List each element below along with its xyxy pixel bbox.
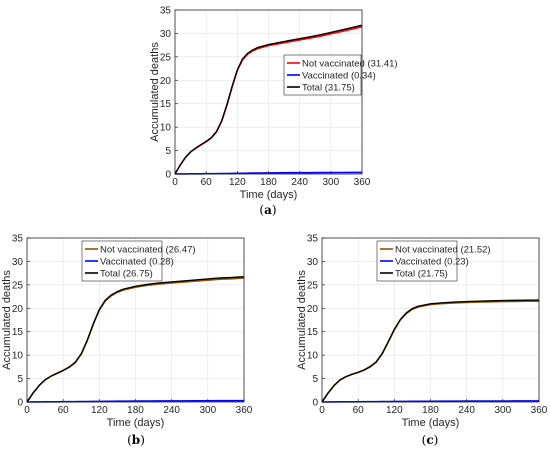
y-tick-label: 30 (307, 257, 319, 268)
y-tick-label: 25 (12, 280, 24, 291)
y-tick-label: 10 (307, 351, 319, 362)
x-tick-label: 0 (24, 405, 30, 416)
y-tick-label: 0 (17, 398, 23, 409)
x-tick-label: 120 (91, 405, 108, 416)
series-line-3 (174, 24, 363, 175)
panel-caption: (c) (422, 433, 439, 447)
x-tick-label: 60 (353, 405, 365, 416)
y-tick-label: 5 (17, 374, 23, 385)
x-tick-label: 0 (172, 177, 178, 188)
y-tick-label: 20 (307, 304, 319, 315)
y-tick-label: 5 (165, 146, 171, 157)
legend-label: Vaccinated (0.28) (100, 256, 174, 267)
y-tick-label: 20 (160, 76, 172, 87)
chart-panel-1: 0 60 120 180 240 300 360 0 5 10 15 20 25 30 35 Time (da… (149, 6, 398, 218)
x-tick-label: 240 (163, 405, 180, 416)
y-tick-label: 0 (165, 170, 171, 181)
x-tick-label: 180 (260, 177, 277, 188)
y-tick-label: 35 (12, 234, 24, 245)
legend-label: Total (26.75) (100, 268, 153, 279)
x-tick-label: 180 (422, 405, 439, 416)
series-line-3 (26, 275, 245, 403)
chart-panel-2: 0 60 120 180 240 300 360 0 5 10 15 20 25 30 35 Time (da… (1, 234, 253, 448)
x-tick-label: 60 (201, 177, 213, 188)
x-tick-label: 240 (458, 405, 475, 416)
x-tick-label: 300 (199, 405, 216, 416)
legend-label: Not vaccinated (21.52) (395, 244, 491, 255)
panel-caption: (b) (127, 433, 145, 447)
x-tick-label: 300 (494, 405, 511, 416)
x-tick-label: 180 (127, 405, 144, 416)
legend-label: Total (21.75) (395, 268, 448, 279)
legend-label: Total (31.75) (302, 82, 355, 93)
y-tick-label: 5 (312, 374, 318, 385)
y-tick-label: 35 (307, 234, 319, 245)
legend-label: Vaccinated (0.23) (395, 256, 469, 267)
y-tick-label: 0 (312, 398, 318, 409)
x-axis-label: Time (days) (402, 417, 460, 429)
x-axis-label: Time (days) (107, 417, 165, 429)
y-tick-label: 35 (160, 6, 172, 17)
legend-label: Vaccinated (0.34) (302, 70, 376, 81)
x-tick-label: 0 (319, 405, 325, 416)
series-line-3 (321, 299, 540, 403)
x-tick-label: 360 (236, 405, 253, 416)
y-tick-label: 10 (12, 351, 24, 362)
y-axis-label: Accumulated deaths (1, 270, 13, 370)
x-tick-label: 240 (291, 177, 308, 188)
panel-caption: (a) (259, 203, 276, 217)
legend-label: Not vaccinated (26.47) (100, 244, 196, 255)
x-tick-label: 300 (322, 177, 339, 188)
x-tick-label: 360 (531, 405, 548, 416)
y-axis-label: Accumulated deaths (296, 270, 308, 370)
y-tick-label: 25 (160, 52, 172, 63)
legend-label: Not vaccinated (31.41) (302, 58, 398, 69)
x-tick-label: 360 (354, 177, 371, 188)
y-tick-label: 15 (12, 327, 24, 338)
x-tick-label: 120 (229, 177, 246, 188)
x-tick-label: 120 (386, 405, 403, 416)
y-tick-label: 15 (307, 327, 319, 338)
y-tick-label: 15 (160, 99, 172, 110)
y-tick-label: 20 (12, 304, 24, 315)
y-tick-label: 30 (160, 29, 172, 40)
y-tick-label: 30 (12, 257, 24, 268)
x-tick-label: 60 (58, 405, 70, 416)
chart-panel-3: 0 60 120 180 240 300 360 0 5 10 15 20 25 30 35 Time (da… (296, 234, 548, 448)
x-axis-label: Time (days) (240, 189, 298, 201)
y-axis-label: Accumulated deaths (149, 42, 161, 142)
y-tick-label: 25 (307, 280, 319, 291)
y-tick-label: 10 (160, 123, 172, 134)
